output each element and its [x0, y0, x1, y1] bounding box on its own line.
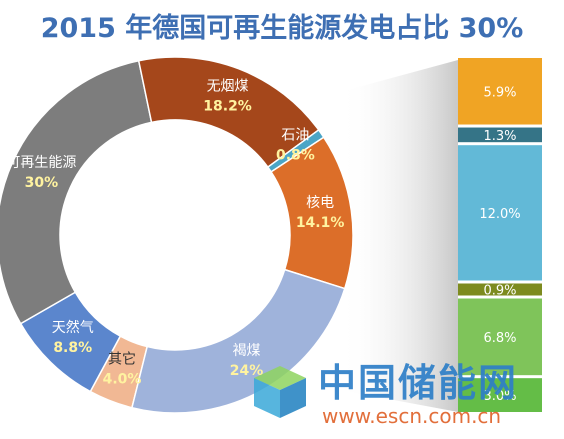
bar-segment-label: 12.0% — [479, 207, 520, 222]
breakdown-bar: 5.9% 1.3% 12.0% 0.9% 6.8% 3.0% — [458, 58, 542, 412]
bar-segment-label: 3.0% — [483, 389, 516, 404]
bar-segment — [458, 378, 542, 412]
slice-value-label: 0.8% — [276, 148, 315, 164]
slice-name-label: 可再生能源 — [6, 155, 76, 171]
chart-title: 2015 年德国可再生能源发电占比 30% — [40, 13, 524, 44]
donut-slice — [0, 59, 153, 325]
bar-segment — [458, 298, 542, 376]
slice-value-label: 30% — [25, 175, 59, 191]
bar-segment-label: 0.9% — [483, 283, 516, 298]
logo-cubes-icon — [254, 366, 306, 418]
slice-name-label: 天然气 — [52, 319, 94, 336]
bar-segment-label: 6.8% — [483, 331, 516, 346]
slice-value-label: 24% — [230, 363, 264, 379]
bar-segment — [458, 283, 542, 296]
slice-name-label: 褐煤 — [233, 343, 261, 359]
bar-segment-label: 1.3% — [483, 129, 516, 144]
slice-name-label: 核电 — [306, 195, 334, 211]
watermark-text: 中国储能网 — [318, 361, 519, 405]
slice-value-label: 18.2% — [203, 98, 252, 114]
slice-name-label: 石油 — [281, 128, 309, 144]
slice-name-label: 无烟煤 — [207, 78, 249, 94]
donut-chart — [0, 56, 354, 414]
bar-segment — [458, 145, 542, 281]
watermark-url: www.escn.com.cn — [322, 404, 502, 428]
donut-slice — [131, 268, 346, 414]
bar-segment-label: 5.9% — [483, 85, 516, 100]
slice-value-label: 8.8% — [53, 340, 92, 356]
slice-value-label: 14.1% — [296, 215, 345, 231]
slice-value-label: 4.0% — [103, 372, 142, 388]
slice-name-label: 其它 — [108, 351, 136, 368]
chart-labels: 其它 4.0% 天然气 8.8% 可再生能源 30% 无烟煤 18.2% 石油 0.8% 核电 14.… — [6, 78, 344, 387]
bar-segment — [458, 58, 542, 125]
bar-segment — [458, 127, 542, 143]
connector-band — [340, 60, 458, 412]
